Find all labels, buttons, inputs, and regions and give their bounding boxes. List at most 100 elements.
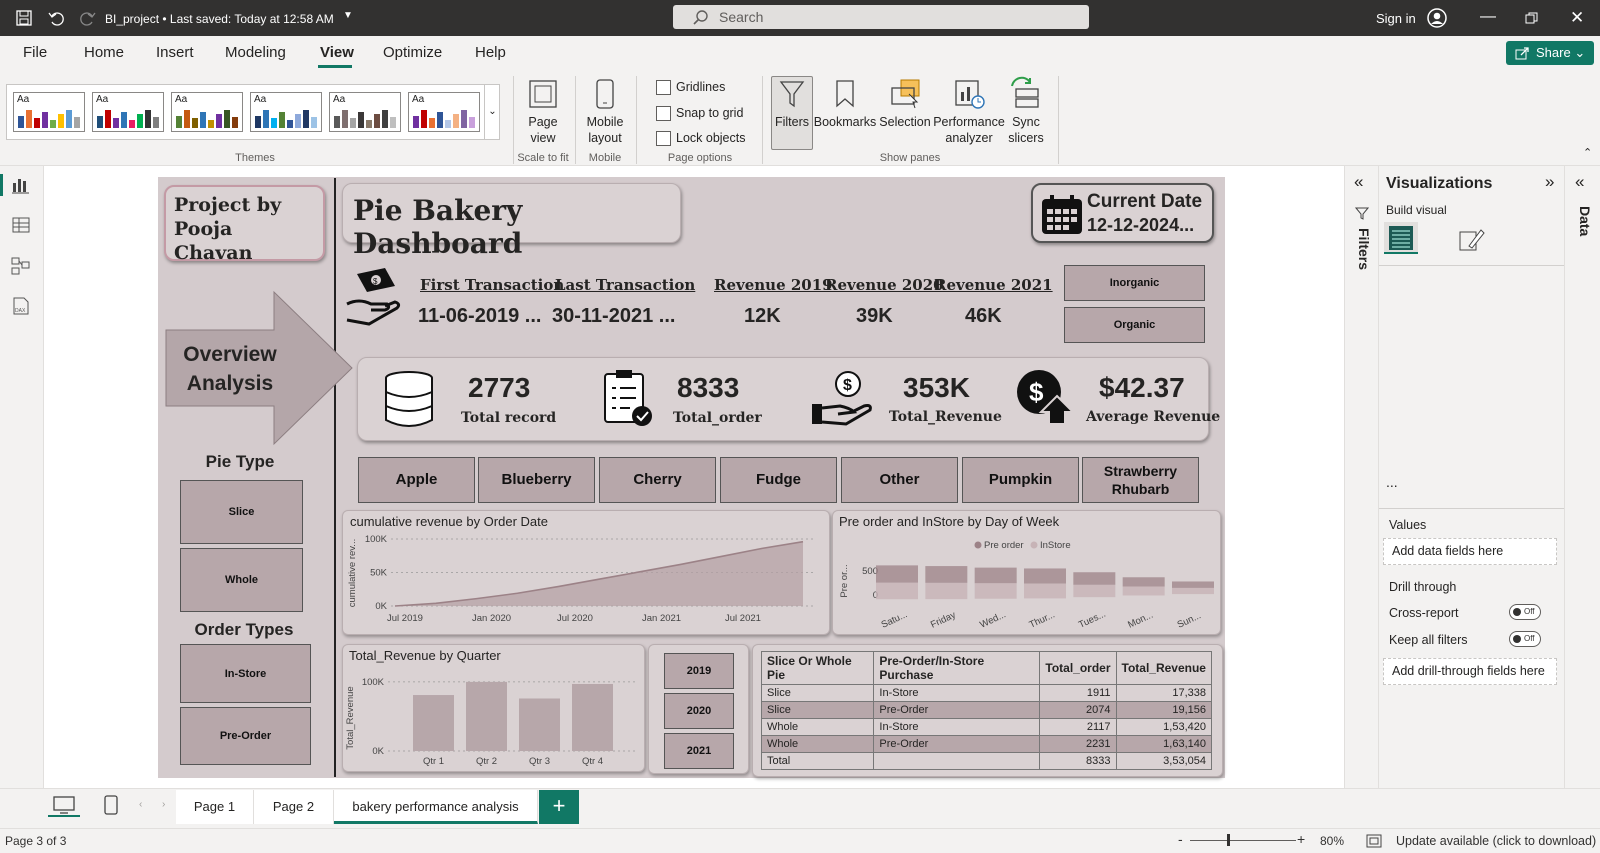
- column-header[interactable]: Slice Or Whole Pie: [760, 651, 875, 685]
- page-view-button[interactable]: Page view: [528, 115, 558, 145]
- theme-option[interactable]: Aa: [92, 92, 164, 132]
- tab-page-1[interactable]: Page 1: [176, 790, 254, 824]
- theme-option[interactable]: Aa: [250, 92, 322, 132]
- column-header[interactable]: Total_Revenue: [1115, 651, 1213, 685]
- mobile-layout-tab-icon[interactable]: [103, 794, 119, 816]
- day-of-week-visual[interactable]: Pre order and InStore by Day of Week Pre…: [832, 510, 1221, 635]
- overview-arrow: [165, 290, 353, 446]
- bookmark-icon[interactable]: [833, 78, 857, 110]
- more-visuals-button[interactable]: ...: [1386, 474, 1398, 490]
- year-2020-button[interactable]: 2020: [664, 693, 734, 729]
- bookmarks-button[interactable]: Bookmarks: [813, 115, 877, 129]
- theme-option[interactable]: Aa: [171, 92, 243, 132]
- share-button[interactable]: Share ⌄: [1506, 41, 1594, 65]
- inorganic-button[interactable]: Inorganic: [1064, 265, 1205, 301]
- user-avatar-icon[interactable]: [1427, 8, 1447, 28]
- themes-expand-button[interactable]: ⌄: [484, 84, 500, 140]
- sync-slicers-icon[interactable]: [1008, 76, 1042, 110]
- flavor-strawberry-rhubarb-button[interactable]: Strawberry Rhubarb: [1082, 457, 1199, 503]
- menu-home[interactable]: Home: [84, 44, 125, 61]
- cross-report-toggle[interactable]: Off: [1509, 604, 1541, 620]
- update-available-link[interactable]: Update available (click to download): [1396, 834, 1597, 848]
- flavor-apple-button[interactable]: Apple: [358, 457, 475, 503]
- search-input[interactable]: Search: [673, 5, 1089, 29]
- selection-icon[interactable]: [889, 78, 923, 110]
- year-2019-button[interactable]: 2019: [664, 653, 734, 689]
- theme-option[interactable]: Aa: [329, 92, 401, 132]
- collapse-visualizations-icon[interactable]: »: [1545, 172, 1555, 191]
- zoom-slider-thumb[interactable]: [1227, 834, 1230, 846]
- minimize-icon[interactable]: —: [1480, 8, 1496, 25]
- fit-to-page-icon[interactable]: [1366, 834, 1382, 848]
- mobile-layout-button[interactable]: Mobile layout: [586, 115, 624, 145]
- next-page-icon[interactable]: ›: [162, 799, 166, 810]
- menu-file[interactable]: File: [23, 44, 48, 61]
- zoom-out-button[interactable]: -: [1178, 831, 1183, 847]
- menu-help[interactable]: Help: [475, 44, 506, 61]
- summary-table-visual[interactable]: Slice Or Whole Pie Pre-Order/In-Store Pu…: [752, 644, 1223, 777]
- column-header[interactable]: Total_order: [1039, 651, 1117, 685]
- flavor-cherry-button[interactable]: Cherry: [599, 457, 716, 503]
- theme-option[interactable]: Aa: [408, 92, 480, 132]
- restore-icon[interactable]: [1525, 12, 1538, 24]
- report-view-icon[interactable]: [11, 176, 31, 194]
- pie-type-slice-button[interactable]: Slice: [180, 480, 303, 544]
- cumulative-revenue-visual[interactable]: cumulative revenue by Order Date 0K 50K 10…: [342, 510, 830, 635]
- undo-icon[interactable]: [48, 10, 64, 26]
- model-view-icon[interactable]: [11, 256, 31, 276]
- menu-optimize[interactable]: Optimize: [383, 44, 443, 61]
- zoom-in-button[interactable]: +: [1297, 831, 1306, 847]
- redo-icon[interactable]: [80, 10, 96, 26]
- sign-in-link[interactable]: Sign in: [1376, 11, 1416, 26]
- mobile-layout-icon[interactable]: [594, 78, 616, 110]
- theme-option[interactable]: Aa: [13, 92, 85, 132]
- add-drill-through-drop-zone[interactable]: Add drill-through fields here: [1383, 658, 1557, 685]
- expand-data-icon[interactable]: «: [1575, 172, 1585, 191]
- filters-pane-button[interactable]: [771, 76, 813, 150]
- sync-slicers-button[interactable]: Sync slicers: [1008, 115, 1044, 145]
- filters-pane-collapsed[interactable]: « Filters: [1344, 166, 1378, 788]
- collapse-ribbon-icon[interactable]: ⌃: [1583, 147, 1593, 159]
- menu-modeling[interactable]: Modeling: [225, 44, 286, 61]
- flavor-blueberry-button[interactable]: Blueberry: [478, 457, 595, 503]
- menu-insert[interactable]: Insert: [156, 44, 194, 61]
- pie-type-whole-button[interactable]: Whole: [180, 548, 303, 612]
- zoom-slider[interactable]: [1190, 840, 1296, 841]
- data-pane-collapsed[interactable]: « Data: [1564, 166, 1600, 788]
- table-view-icon[interactable]: [11, 216, 31, 234]
- format-visual-icon[interactable]: [1457, 226, 1485, 254]
- lock-objects-checkbox[interactable]: [656, 131, 671, 146]
- flavor-fudge-button[interactable]: Fudge: [720, 457, 837, 503]
- dax-query-view-icon[interactable]: DAX: [11, 296, 31, 316]
- column-header[interactable]: Pre-Order/In-Store Purchase: [873, 651, 1041, 685]
- year-2021-button[interactable]: 2021: [664, 733, 734, 769]
- expand-filters-icon[interactable]: «: [1354, 172, 1364, 191]
- gridlines-checkbox[interactable]: [656, 80, 671, 95]
- close-icon[interactable]: ✕: [1570, 8, 1585, 27]
- money-hand-icon: $: [346, 268, 401, 326]
- tab-page-2[interactable]: Page 2: [254, 790, 334, 824]
- keep-all-filters-toggle[interactable]: Off: [1509, 631, 1541, 647]
- save-icon[interactable]: [16, 10, 32, 26]
- performance-analyzer-icon[interactable]: [953, 78, 987, 110]
- quarter-bar: [466, 681, 507, 751]
- page-view-icon[interactable]: [527, 78, 559, 110]
- tab-bakery-performance-analysis[interactable]: bakery performance analysis: [334, 790, 538, 824]
- chevron-down-icon[interactable]: ▼: [343, 10, 353, 21]
- flavor-other-button[interactable]: Other: [841, 457, 958, 503]
- flavor-pumpkin-button[interactable]: Pumpkin: [962, 457, 1079, 503]
- visualizations-title: Visualizations: [1386, 175, 1493, 192]
- organic-button[interactable]: Organic: [1064, 307, 1205, 343]
- build-visual-tab[interactable]: [1384, 222, 1418, 254]
- prev-page-icon[interactable]: ‹: [139, 799, 143, 810]
- snap-to-grid-checkbox[interactable]: [656, 106, 671, 121]
- performance-analyzer-button[interactable]: Performance analyzer: [933, 115, 1005, 145]
- add-data-fields-drop-zone[interactable]: Add data fields here: [1383, 538, 1557, 565]
- selection-button[interactable]: Selection: [879, 115, 931, 129]
- quarter-revenue-visual[interactable]: Total_Revenue by Quarter 0K 100K Total_Rev…: [342, 644, 645, 772]
- order-type-pre-order-button[interactable]: Pre-Order: [180, 707, 311, 765]
- add-page-button[interactable]: +: [539, 790, 579, 824]
- order-type-in-store-button[interactable]: In-Store: [180, 644, 311, 703]
- menu-view[interactable]: View: [320, 44, 354, 61]
- desktop-layout-icon[interactable]: [52, 795, 76, 815]
